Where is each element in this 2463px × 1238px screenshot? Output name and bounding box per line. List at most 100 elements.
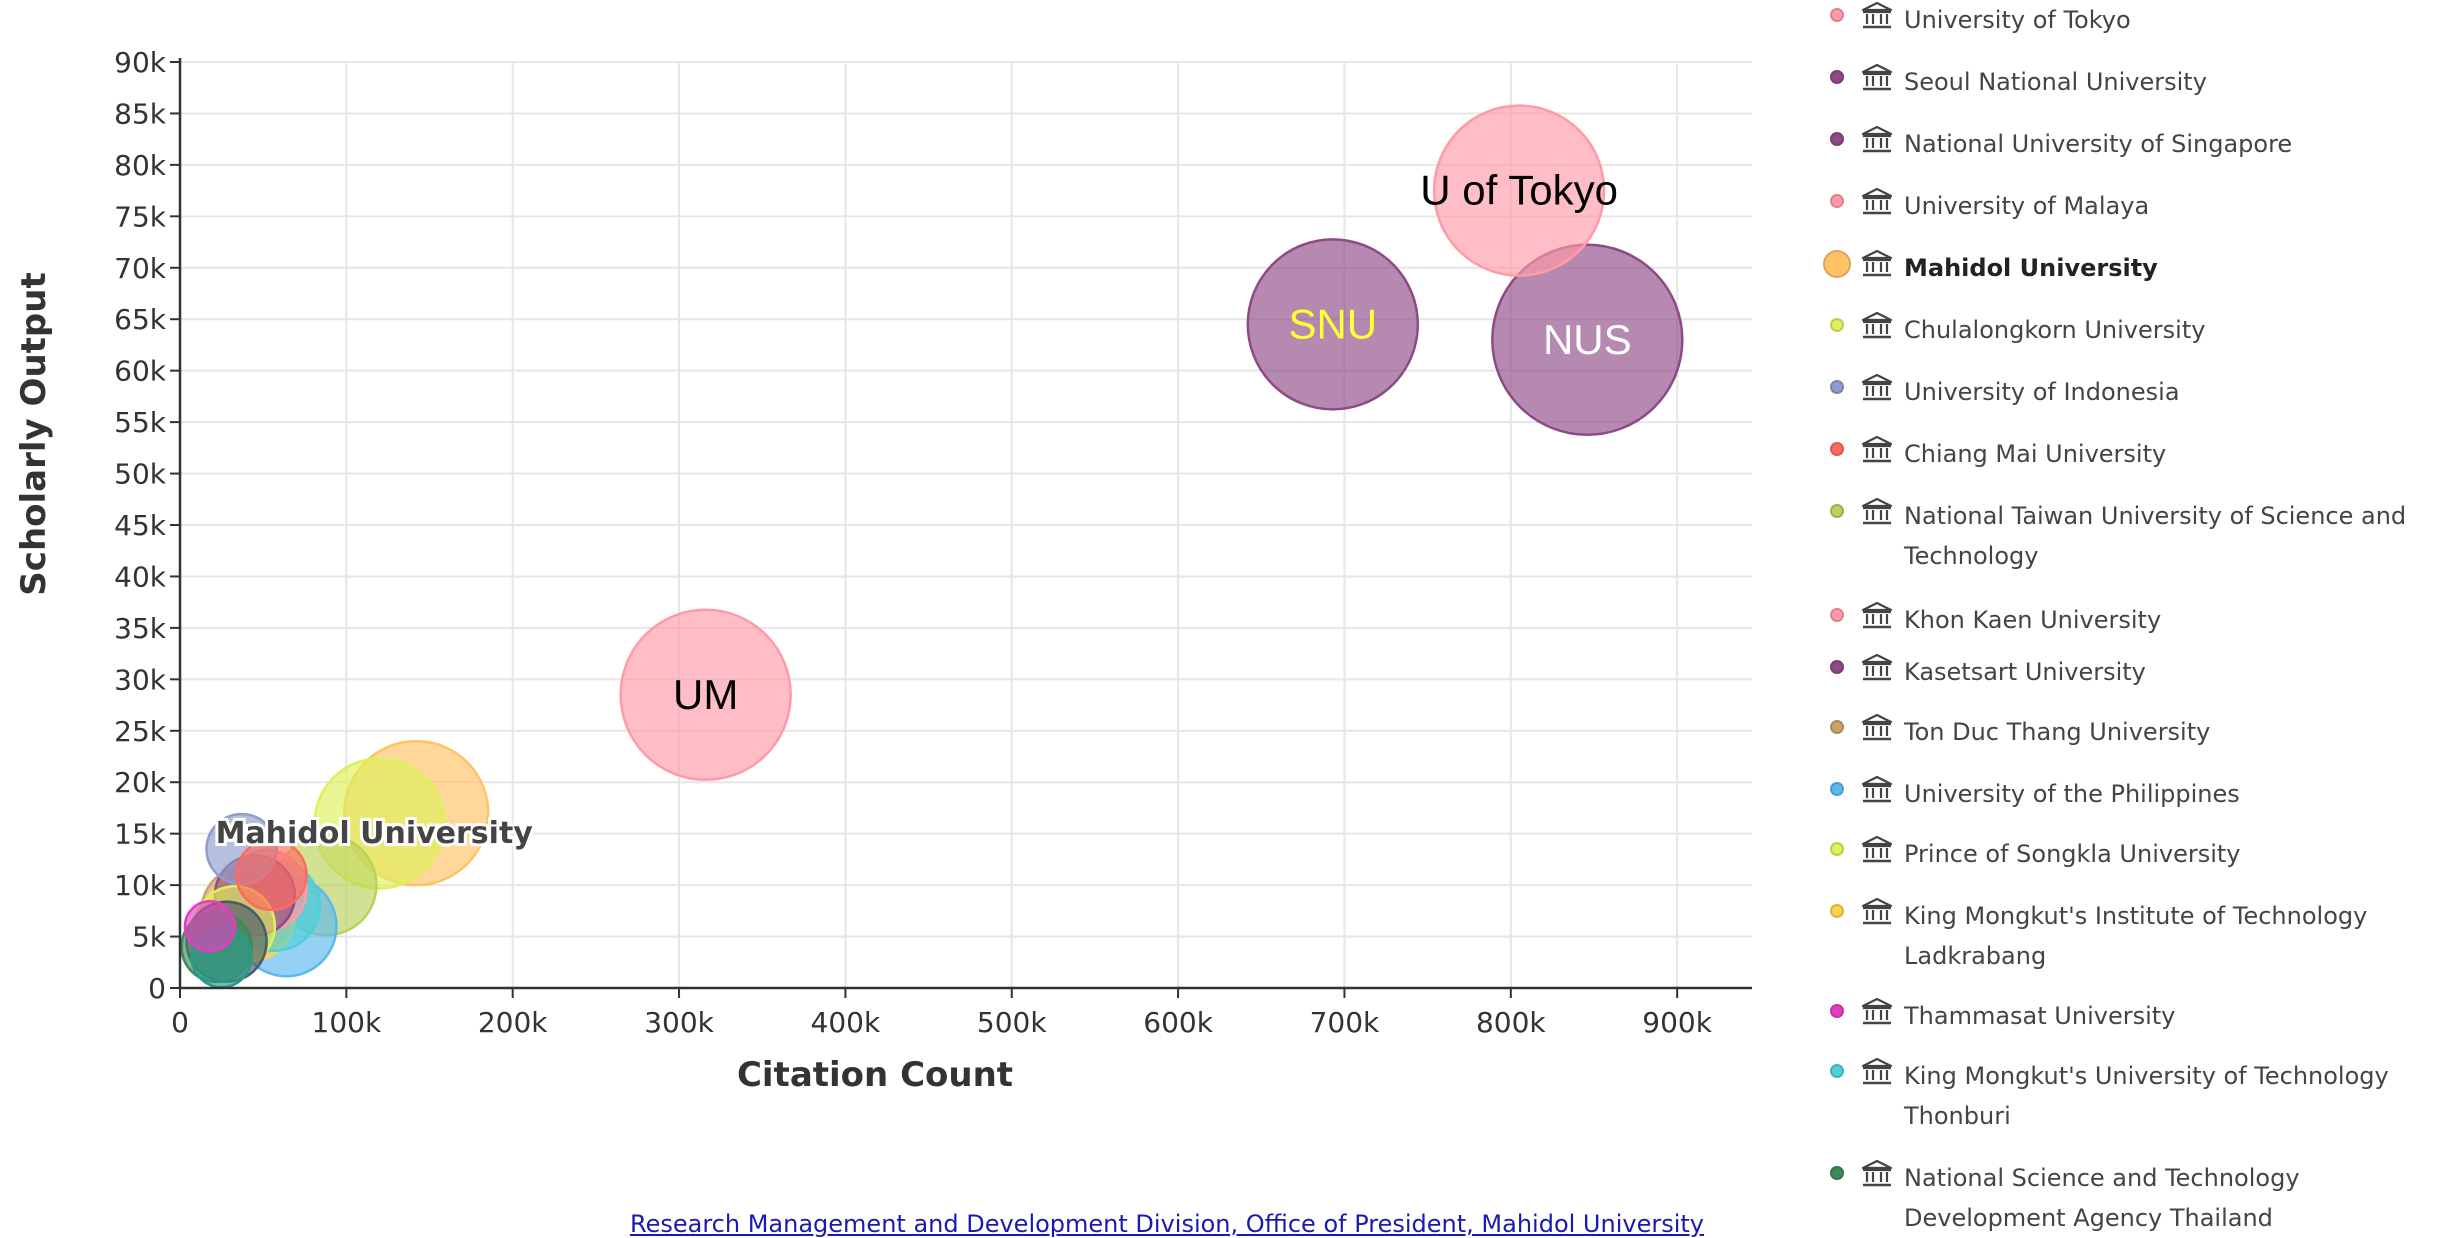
y-tick-label: 50k bbox=[114, 458, 167, 491]
legend-label: National Science and Technology Developm… bbox=[1904, 1164, 2300, 1232]
y-tick-label: 30k bbox=[114, 663, 167, 696]
legend-marker bbox=[1830, 318, 1844, 332]
institution-icon bbox=[1861, 187, 1893, 215]
legend-item-university-of-malaya[interactable]: University of Malaya bbox=[1830, 186, 2424, 226]
y-tick-label: 60k bbox=[114, 355, 167, 388]
legend-label: Chulalongkorn University bbox=[1904, 316, 2206, 344]
institution-icon bbox=[1861, 63, 1893, 91]
bubble-seoul-national-university[interactable] bbox=[1246, 238, 1420, 411]
legend-item-chulalongkorn-university[interactable]: Chulalongkorn University bbox=[1830, 310, 2424, 350]
institution-icon bbox=[1861, 775, 1893, 803]
y-tick-label: 5k bbox=[132, 921, 167, 954]
legend-marker bbox=[1830, 1004, 1844, 1018]
x-axis-label: Citation Count bbox=[737, 1055, 1013, 1095]
y-tick-label: 15k bbox=[114, 818, 167, 851]
institution-icon bbox=[1861, 835, 1893, 863]
legend-item-khon-kaen-university[interactable]: Khon Kaen University bbox=[1830, 600, 2424, 640]
legend-item-ton-duc-thang-university[interactable]: Ton Duc Thang University bbox=[1830, 712, 2424, 752]
y-tick-label: 45k bbox=[114, 509, 167, 542]
legend-item-mahidol-university[interactable]: Mahidol University bbox=[1823, 248, 2424, 288]
x-tick-label: 600k bbox=[1143, 1006, 1213, 1039]
x-tick-label: 100k bbox=[312, 1006, 382, 1039]
legend-marker bbox=[1830, 504, 1844, 518]
legend-label: University of Indonesia bbox=[1904, 378, 2180, 406]
legend-label: King Mongkut's University of Technology … bbox=[1904, 1062, 2389, 1130]
x-tick-label: 700k bbox=[1310, 1006, 1380, 1039]
y-tick-label: 80k bbox=[114, 149, 167, 182]
y-tick-label: 55k bbox=[114, 406, 167, 439]
bubble-label: Mahidol University bbox=[216, 816, 534, 851]
legend-item-university-of-indonesia[interactable]: University of Indonesia bbox=[1830, 372, 2424, 412]
legend-label: Prince of Songkla University bbox=[1904, 840, 2241, 868]
bubble-label: SNU bbox=[1288, 300, 1377, 347]
legend-marker bbox=[1830, 904, 1844, 918]
legend-label: Seoul National University bbox=[1904, 68, 2207, 96]
y-tick-label: 90k bbox=[114, 46, 167, 79]
institution-icon bbox=[1861, 997, 1893, 1025]
legend-marker bbox=[1830, 132, 1844, 146]
legend-item-national-taiwan-university-of-science-and-technology[interactable]: National Taiwan University of Science an… bbox=[1830, 496, 2424, 576]
legend-item-chiang-mai-university[interactable]: Chiang Mai University bbox=[1830, 434, 2424, 474]
bubble-university-of-tokyo[interactable] bbox=[1432, 104, 1606, 277]
institution-icon bbox=[1861, 601, 1893, 629]
y-tick-label: 10k bbox=[114, 869, 167, 902]
institution-icon bbox=[1861, 311, 1893, 339]
footer-link[interactable]: Research Management and Development Divi… bbox=[630, 1210, 1704, 1238]
bubble-layer bbox=[180, 104, 1684, 989]
legend: University of Tokyo Seoul National Univer… bbox=[1823, 0, 2460, 1232]
legend-item-prince-of-songkla-university[interactable]: Prince of Songkla University bbox=[1830, 834, 2424, 874]
x-tick-label: 0 bbox=[171, 1006, 189, 1039]
legend-marker bbox=[1830, 442, 1844, 456]
legend-item-national-university-of-singapore[interactable]: National University of Singapore bbox=[1830, 124, 2424, 164]
legend-marker bbox=[1830, 608, 1844, 622]
institution-icon bbox=[1861, 497, 1893, 525]
x-tick-label: 500k bbox=[977, 1006, 1047, 1039]
bubble-chart: 0 5k 10k 15k 20k 25k 30k 35k 40k 45k 50k 55k 60k 65k 7… bbox=[14, 46, 1752, 1095]
x-tick-label: 800k bbox=[1476, 1006, 1546, 1039]
legend-item-kasetsart-university[interactable]: Kasetsart University bbox=[1830, 652, 2424, 692]
legend-label: University of Malaya bbox=[1904, 192, 2150, 220]
institution-icon bbox=[1861, 1, 1893, 29]
y-tick-label: 0 bbox=[148, 972, 166, 1005]
institution-icon bbox=[1861, 435, 1893, 463]
bubble-label: UM bbox=[673, 671, 738, 718]
y-axis-label: Scholarly Output bbox=[14, 272, 54, 595]
bubble-national-university-of-singapore[interactable] bbox=[1491, 243, 1684, 437]
legend-label: Thammasat University bbox=[1904, 1002, 2176, 1030]
legend-label: Kasetsart University bbox=[1904, 658, 2146, 686]
legend-item-university-of-the-philippines[interactable]: University of the Philippines bbox=[1830, 774, 2424, 814]
x-tick-label: 200k bbox=[478, 1006, 548, 1039]
legend-item-seoul-national-university[interactable]: Seoul National University bbox=[1830, 62, 2424, 102]
legend-label: Khon Kaen University bbox=[1904, 606, 2162, 634]
legend-marker bbox=[1830, 8, 1844, 22]
y-tick-label: 20k bbox=[114, 766, 167, 799]
x-tick-label: 900k bbox=[1642, 1006, 1712, 1039]
institution-icon bbox=[1861, 653, 1893, 681]
y-tick-label: 65k bbox=[114, 303, 167, 336]
legend-label: Ton Duc Thang University bbox=[1904, 718, 2211, 746]
x-tick-label: 300k bbox=[644, 1006, 714, 1039]
legend-label: Mahidol University bbox=[1904, 254, 2158, 282]
bubble-university-of-malaya[interactable] bbox=[619, 608, 792, 782]
institution-icon bbox=[1861, 897, 1893, 925]
bubble-labels: U of Tokyo SNU NUS UM Mahidol University bbox=[213, 167, 1632, 854]
axes: 0 5k 10k 15k 20k 25k 30k 35k 40k 45k 50k 55k 60k 65k 7… bbox=[114, 46, 1752, 1039]
bubble-chiang-mai-university[interactable] bbox=[235, 838, 308, 912]
y-tick-label: 75k bbox=[114, 200, 167, 233]
legend-item-king-mongkut-s-university-of-technology-thonburi[interactable]: King Mongkut's University of Technology … bbox=[1830, 1056, 2424, 1136]
legend-label: University of Tokyo bbox=[1904, 6, 2131, 34]
y-tick-label: 25k bbox=[114, 715, 167, 748]
legend-label: National University of Singapore bbox=[1904, 130, 2293, 158]
legend-item-thammasat-university[interactable]: Thammasat University bbox=[1830, 996, 2424, 1036]
y-tick-label: 35k bbox=[114, 612, 167, 645]
y-tick-label: 70k bbox=[114, 252, 167, 285]
legend-item-national-science-and-technology-development-agency-thailand[interactable]: National Science and Technology Developm… bbox=[1830, 1158, 2424, 1238]
legend-marker bbox=[1830, 1064, 1844, 1078]
legend-marker bbox=[1830, 842, 1844, 856]
institution-icon bbox=[1861, 1057, 1893, 1085]
legend-item-university-of-tokyo[interactable]: University of Tokyo bbox=[1830, 0, 2424, 40]
legend-marker bbox=[1830, 380, 1844, 394]
legend-item-king-mongkut-s-institute-of-technology-ladkrabang[interactable]: King Mongkut's Institute of Technology L… bbox=[1830, 896, 2424, 976]
institution-icon bbox=[1861, 125, 1893, 153]
bubble-thammasat-university[interactable] bbox=[183, 900, 237, 953]
